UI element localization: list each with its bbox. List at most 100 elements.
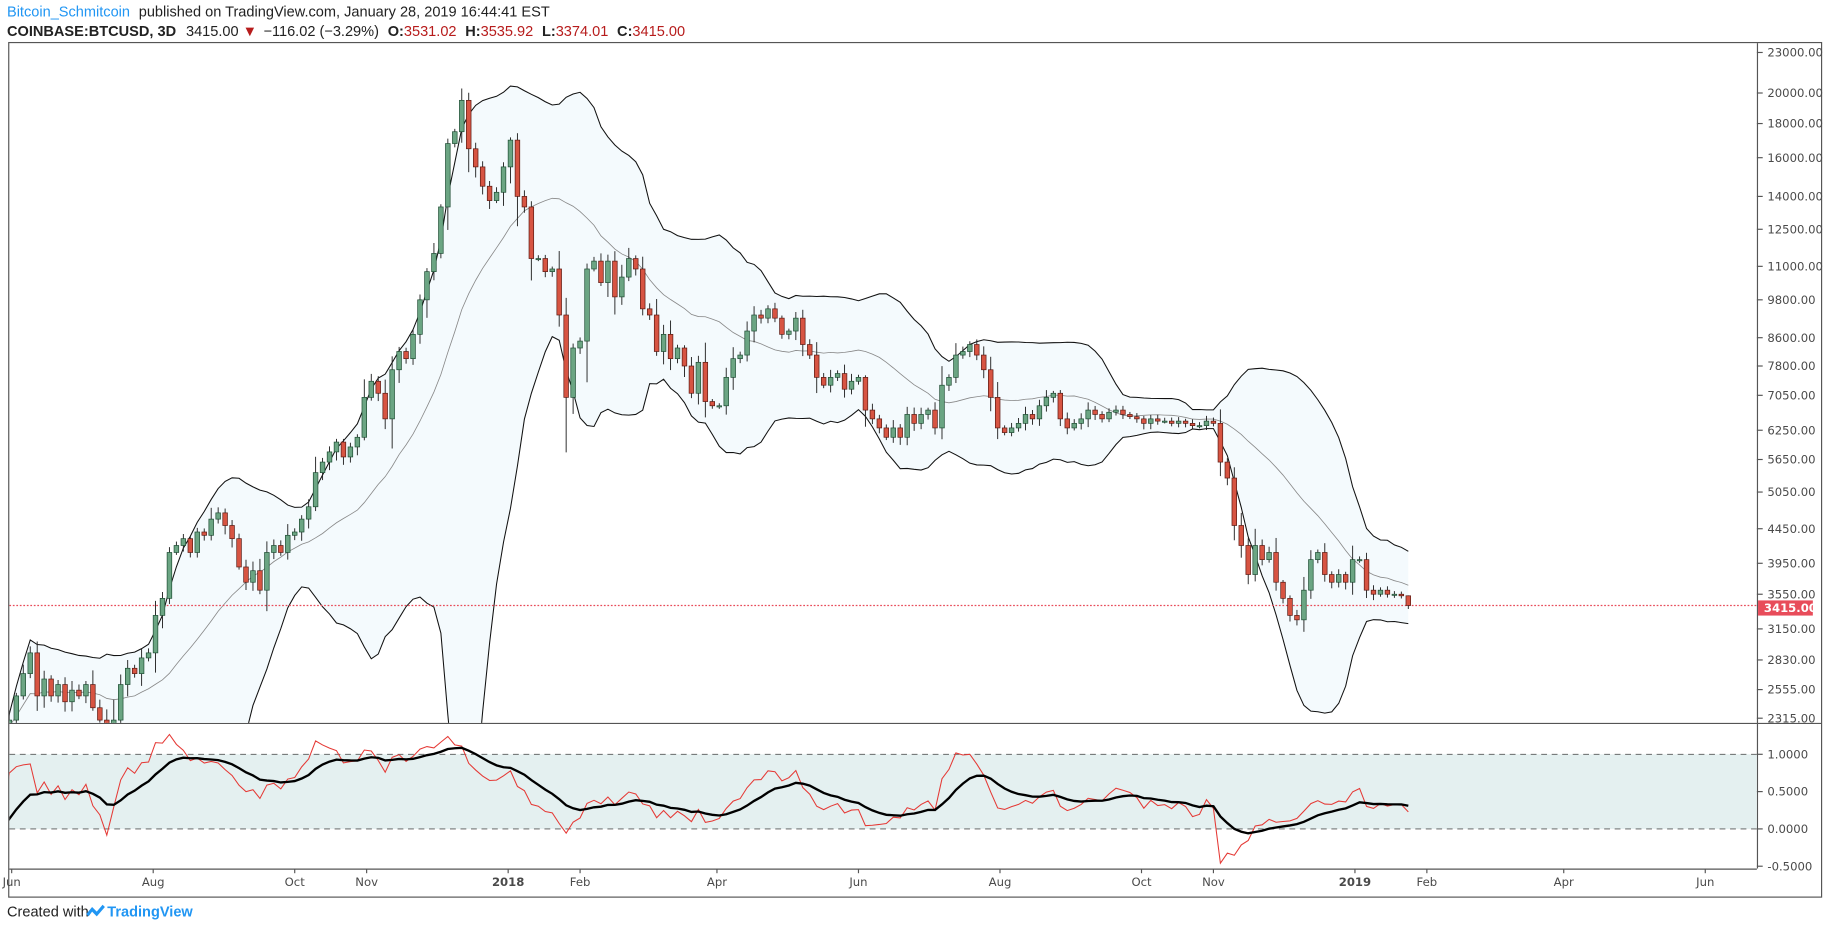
candle-down (1280, 581, 1286, 599)
time-tick-label: Jun (2, 875, 21, 889)
price-tick-label: 7050.00 (1767, 388, 1815, 402)
candle-down (633, 258, 639, 270)
candle-up (431, 253, 437, 273)
candle-up (737, 354, 743, 360)
tradingview-logo-icon[interactable] (86, 904, 105, 917)
price-tick-label: 3150.00 (1767, 622, 1815, 636)
candle-down (1182, 420, 1189, 424)
candle-down (1273, 552, 1279, 583)
candle-up (793, 317, 799, 332)
time-tick-label: Feb (1417, 875, 1438, 889)
candle-down (466, 99, 472, 150)
candle-down (598, 260, 604, 283)
price-tick-label: 18000.00 (1767, 117, 1823, 131)
candle-up (69, 689, 75, 703)
header-line-1: Bitcoin_Schmitcoin published on TradingV… (7, 4, 550, 20)
candle-up (445, 143, 451, 208)
price-tick-label: 2315.00 (1767, 711, 1815, 725)
price-tick-label: 16000.00 (1767, 151, 1823, 165)
candle-up (124, 667, 131, 685)
candle-up (326, 451, 333, 463)
candle-up (305, 506, 312, 520)
price-pane[interactable] (0, 85, 1757, 894)
candle-up (417, 299, 423, 335)
price-axis[interactable]: 23000.00 20000.00 18000.00 16000.00 14000.00… (1756, 46, 1823, 726)
candle-up (723, 377, 729, 407)
candle-up (354, 436, 361, 448)
candle-up (626, 258, 632, 278)
candle-up (1162, 420, 1168, 423)
candle-down (1287, 598, 1293, 616)
candle-up (577, 340, 583, 349)
candle-up (1252, 545, 1258, 575)
candle-up (1266, 552, 1272, 560)
candle-up (20, 673, 26, 697)
price-tick-label: 7800.00 (1767, 359, 1815, 373)
candle-up (173, 545, 180, 553)
bollinger-basis-line (11, 197, 1409, 723)
candle-up (765, 308, 771, 319)
candle-down (76, 689, 82, 697)
candle-up (180, 538, 187, 546)
candle-down (1134, 416, 1140, 420)
oscillator-pane[interactable] (2, 733, 1757, 865)
candle-up (292, 531, 298, 536)
candle-down (201, 531, 207, 536)
oscillator-tick-label: 1.0000 (1767, 747, 1808, 761)
candle-up (1050, 392, 1057, 398)
candle-down (869, 409, 876, 420)
oscillator-axis[interactable]: 1.0000 0.5000 0.0000 -0.5000 (1756, 747, 1812, 873)
candle-up (410, 333, 416, 360)
price-tick-label: 8600.00 (1767, 331, 1815, 345)
price-tick-label: 11000.00 (1767, 259, 1823, 273)
candle-up (584, 268, 590, 342)
candle-down (681, 347, 688, 367)
candle-down (800, 317, 806, 345)
candle-down (1384, 589, 1391, 595)
candle-down (514, 139, 521, 197)
candle-down (1001, 427, 1008, 433)
candle-down (48, 678, 54, 697)
candle-down (1342, 574, 1349, 583)
candle-up (1036, 405, 1043, 420)
candle-down (486, 185, 493, 201)
candle-down (1064, 418, 1070, 429)
candle-down (1210, 420, 1217, 424)
candle-down (104, 719, 110, 723)
price-tick-label: 5650.00 (1767, 453, 1815, 467)
candle-up (83, 684, 89, 697)
candle-down (222, 512, 228, 526)
candle-down (1057, 392, 1063, 420)
candle-up (1349, 559, 1356, 583)
candle-down (640, 268, 646, 310)
candle-up (285, 534, 291, 553)
candle-up (904, 414, 910, 438)
tradingview-brand[interactable]: TradingView (107, 904, 193, 920)
price-tick-label: 12500.00 (1767, 222, 1823, 236)
candle-up (111, 719, 117, 723)
candle-down (646, 308, 653, 316)
author-link[interactable]: Bitcoin_Schmitcoin (7, 4, 130, 20)
candle-up (786, 330, 792, 335)
candle-down (974, 344, 980, 356)
price-change: −116.02 (−3.29%) (263, 24, 379, 40)
time-tick-label: Apr (707, 875, 727, 889)
time-tick-label: Oct (1131, 875, 1152, 889)
oscillator-tick-label: -0.5000 (1767, 859, 1812, 873)
candle-up (1301, 589, 1307, 621)
candle-down (883, 427, 889, 438)
candle-up (13, 695, 20, 721)
candle-up (535, 258, 541, 261)
price-tick-label: 23000.00 (1767, 46, 1823, 60)
price-tick-label: 2555.00 (1767, 683, 1815, 697)
time-tick-label: Aug (989, 875, 1012, 889)
chart-frame (8, 41, 1823, 898)
candle-down (1329, 574, 1335, 583)
candle-down (556, 268, 562, 316)
candle-down (1363, 559, 1370, 591)
time-axis[interactable]: Jun Aug Oct Nov 2018 Feb Apr Jun Aug Oct Nov 2019 Fe… (2, 868, 1715, 889)
candle-up (1148, 418, 1154, 424)
candle-up (1113, 409, 1119, 413)
candle-down (229, 525, 235, 540)
